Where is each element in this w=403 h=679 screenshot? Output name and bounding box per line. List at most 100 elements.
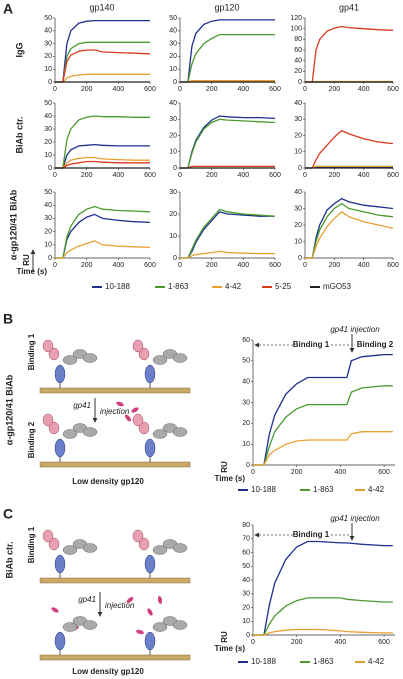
antibody-domain xyxy=(172,620,188,630)
y-tick-label: 10 xyxy=(294,238,302,245)
x-tick-label: 200 xyxy=(328,86,340,93)
y-tick-label: 20 xyxy=(294,222,302,229)
y-tick-label: 40 xyxy=(44,113,52,120)
gp41-domain xyxy=(42,529,54,543)
x-tick-label: 0 xyxy=(251,469,255,476)
series-line xyxy=(305,197,394,259)
legend-label: mGO53 xyxy=(323,282,352,291)
y-tick-label: 50 xyxy=(44,100,52,107)
column-title: gp140 xyxy=(89,2,114,12)
series-line xyxy=(180,211,275,259)
series-line xyxy=(253,597,393,636)
free-gp41 xyxy=(51,607,59,613)
x-tick-label: 0 xyxy=(178,262,182,269)
y-tick-label: 0 xyxy=(298,165,302,172)
gp41-domain xyxy=(132,339,144,353)
y-tick-label: 0 xyxy=(48,79,52,86)
y-tick-label: 40 xyxy=(169,100,177,107)
antibody-domain xyxy=(152,355,168,365)
y-tick-label: 30 xyxy=(44,40,52,47)
antibody-domain xyxy=(82,543,98,553)
series-line xyxy=(180,33,275,83)
series-line xyxy=(253,540,393,636)
y-tick-label: 30 xyxy=(44,215,52,222)
series-line xyxy=(253,385,393,466)
series-line xyxy=(55,240,151,259)
x-tick-label: 400 xyxy=(237,172,249,179)
y-tick-label: 0 xyxy=(173,165,177,172)
series-line xyxy=(305,165,393,169)
x-tick-label: 200 xyxy=(206,262,218,269)
y-tick-label: 10 xyxy=(44,152,52,159)
panel-label: A xyxy=(3,1,13,17)
sensor-surface xyxy=(39,577,191,584)
y-tick-label: 70 xyxy=(242,536,250,543)
y-axis-label: RU xyxy=(22,254,31,266)
gp120 xyxy=(144,631,156,651)
agent-label: gp41 xyxy=(78,595,96,604)
antibody-domain xyxy=(62,622,78,632)
annotation: gp41 injection xyxy=(330,514,380,523)
series-line xyxy=(253,353,393,466)
sensor-surface xyxy=(39,654,191,661)
y-tick-label: 30 xyxy=(169,189,177,196)
row-label: BiAb ctr. xyxy=(14,116,24,153)
y-tick-label: 30 xyxy=(44,126,52,133)
annotation: Binding 2 xyxy=(357,340,394,349)
y-tick-label: 50 xyxy=(242,563,250,570)
legend-label: 4-42 xyxy=(225,282,242,291)
series-line xyxy=(180,115,276,169)
sensor-surface xyxy=(39,387,191,394)
y-tick-label: 30 xyxy=(169,116,177,123)
x-tick-label: 200 xyxy=(206,86,218,93)
y-tick-label: 120 xyxy=(290,15,302,22)
x-tick-label: 400 xyxy=(112,172,124,179)
x-tick-label: 600 xyxy=(387,172,399,179)
series-line xyxy=(55,73,150,83)
y-tick-label: 40 xyxy=(242,577,250,584)
x-tick-label: 400 xyxy=(237,262,249,269)
x-tick-label: 400 xyxy=(112,86,124,93)
row-label: α-gp120/41 BiAb xyxy=(8,189,18,260)
legend-label: 10-188 xyxy=(251,657,276,666)
step-label: Binding 1 xyxy=(27,526,36,563)
y-tick-label: 0 xyxy=(173,255,177,262)
antibody-domain xyxy=(172,353,188,363)
free-gp41 xyxy=(116,401,124,407)
gp41-domain xyxy=(48,347,60,361)
y-tick-label: 20 xyxy=(44,228,52,235)
y-axis-label: RU xyxy=(220,631,229,643)
series-line xyxy=(180,250,275,259)
column-title: gp120 xyxy=(214,2,239,12)
y-tick-label: 0 xyxy=(246,632,250,639)
free-gp41 xyxy=(147,608,153,616)
y-tick-label: 0 xyxy=(298,79,302,86)
free-gp41 xyxy=(126,597,134,603)
gp120 xyxy=(144,438,156,458)
y-tick-label: 20 xyxy=(169,53,177,60)
y-tick-label: 10 xyxy=(169,233,177,240)
x-tick-label: 600 xyxy=(144,86,156,93)
gp41-domain xyxy=(48,537,60,551)
gp41-domain xyxy=(42,413,54,427)
legend-label: 4-42 xyxy=(368,657,385,666)
gp41-domain xyxy=(48,421,60,435)
series-line xyxy=(253,431,393,466)
antibody-domain xyxy=(172,543,188,553)
y-tick-label: 60 xyxy=(242,337,250,344)
antibody-domain xyxy=(82,427,98,437)
x-tick-label: 0 xyxy=(178,172,182,179)
x-tick-label: 0 xyxy=(178,86,182,93)
x-tick-label: 200 xyxy=(328,262,340,269)
x-tick-label: 0 xyxy=(53,172,57,179)
y-tick-label: 20 xyxy=(242,604,250,611)
antibody-domain xyxy=(152,429,168,439)
x-tick-label: 200 xyxy=(291,639,303,646)
diagram-title: α-gp120/41 BiAb xyxy=(4,374,14,445)
x-axis-label: Time (s) xyxy=(214,644,245,653)
y-tick-label: 20 xyxy=(294,68,302,75)
x-tick-label: 200 xyxy=(81,262,93,269)
y-tick-label: 20 xyxy=(44,53,52,60)
legend-label: 5-25 xyxy=(275,282,292,291)
